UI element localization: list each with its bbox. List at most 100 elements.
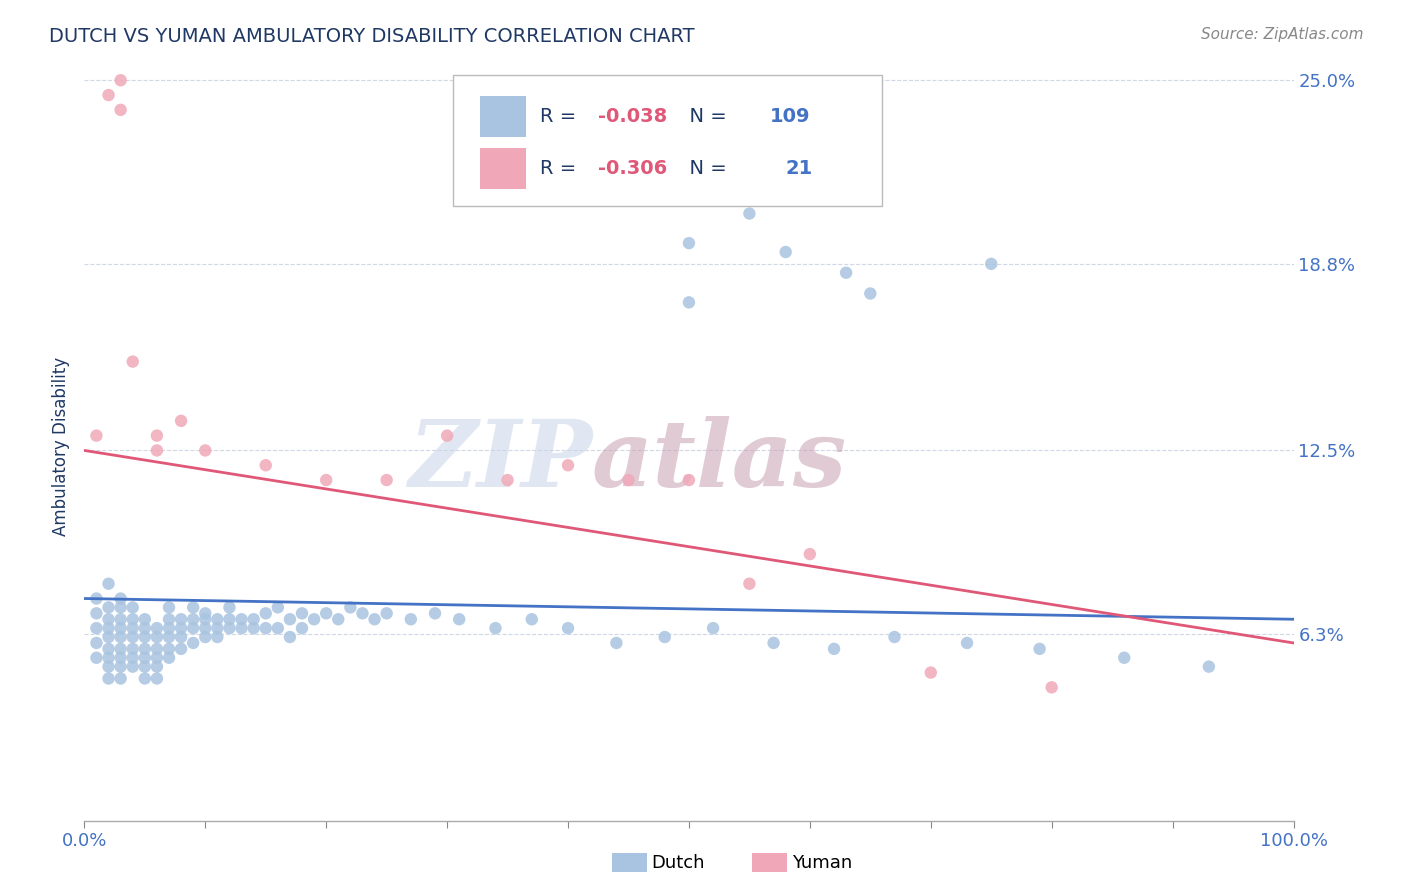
Point xyxy=(146,641,169,656)
Point xyxy=(181,636,204,650)
Point xyxy=(557,621,579,635)
Point xyxy=(194,607,217,621)
Point xyxy=(254,621,277,635)
Text: Source: ZipAtlas.com: Source: ZipAtlas.com xyxy=(1201,27,1364,42)
Text: atlas: atlas xyxy=(592,416,848,506)
Point xyxy=(1114,650,1136,665)
Point xyxy=(375,607,398,621)
Point xyxy=(157,641,180,656)
Point xyxy=(146,621,169,635)
Point xyxy=(110,659,132,673)
Point xyxy=(775,245,797,260)
Point xyxy=(97,659,120,673)
Text: 21: 21 xyxy=(786,160,813,178)
Point xyxy=(956,636,979,650)
Point xyxy=(97,650,120,665)
Point xyxy=(110,103,132,117)
Point xyxy=(97,621,120,635)
Point xyxy=(242,612,264,626)
Point xyxy=(110,650,132,665)
Point xyxy=(134,659,156,673)
Point xyxy=(363,612,385,626)
Text: ZIP: ZIP xyxy=(408,416,592,506)
Point xyxy=(170,641,193,656)
Point xyxy=(278,630,301,644)
Point xyxy=(399,612,422,626)
Point xyxy=(291,607,314,621)
Point xyxy=(181,600,204,615)
Point xyxy=(859,286,882,301)
Point xyxy=(121,641,143,656)
Point xyxy=(1198,659,1220,673)
Point xyxy=(86,621,108,635)
Point xyxy=(134,672,156,686)
Point xyxy=(110,73,132,87)
Point xyxy=(194,612,217,626)
Point xyxy=(231,612,253,626)
Text: R =: R = xyxy=(540,160,582,178)
Point xyxy=(157,650,180,665)
Point xyxy=(291,621,314,635)
Point xyxy=(920,665,942,680)
Text: -0.038: -0.038 xyxy=(599,107,668,126)
Point xyxy=(678,473,700,487)
Point xyxy=(121,354,143,368)
Point xyxy=(121,612,143,626)
Point xyxy=(97,630,120,644)
Point xyxy=(86,650,108,665)
Point xyxy=(207,612,229,626)
Point xyxy=(170,612,193,626)
Point xyxy=(134,630,156,644)
Point xyxy=(520,612,543,626)
Point xyxy=(352,607,374,621)
Point xyxy=(157,621,180,635)
Text: Dutch: Dutch xyxy=(651,854,704,871)
Point xyxy=(799,547,821,561)
Text: N =: N = xyxy=(676,160,733,178)
Point xyxy=(97,576,120,591)
Point xyxy=(218,621,240,635)
Point xyxy=(617,473,640,487)
Point xyxy=(86,607,108,621)
Point xyxy=(86,591,108,606)
Point xyxy=(218,600,240,615)
Point xyxy=(121,659,143,673)
Point xyxy=(110,641,132,656)
Point xyxy=(1028,641,1050,656)
Point xyxy=(702,621,724,635)
Point xyxy=(170,621,193,635)
Text: DUTCH VS YUMAN AMBULATORY DISABILITY CORRELATION CHART: DUTCH VS YUMAN AMBULATORY DISABILITY COR… xyxy=(49,27,695,45)
Point xyxy=(231,621,253,635)
Point xyxy=(97,641,120,656)
Point xyxy=(738,576,761,591)
Point xyxy=(267,621,290,635)
Point xyxy=(496,473,519,487)
Point xyxy=(86,636,108,650)
Point xyxy=(110,672,132,686)
Point xyxy=(121,650,143,665)
Point xyxy=(146,672,169,686)
Point xyxy=(97,672,120,686)
Point xyxy=(97,600,120,615)
FancyBboxPatch shape xyxy=(453,75,883,206)
Point xyxy=(121,630,143,644)
Point xyxy=(218,612,240,626)
Point xyxy=(654,630,676,644)
Point xyxy=(121,600,143,615)
Point xyxy=(146,443,169,458)
Point xyxy=(1040,681,1063,695)
Point xyxy=(170,414,193,428)
Point xyxy=(110,591,132,606)
Text: N =: N = xyxy=(676,107,733,126)
Point xyxy=(339,600,361,615)
Point xyxy=(605,636,627,650)
Bar xyxy=(479,95,526,137)
Point xyxy=(302,612,325,626)
Point xyxy=(254,458,277,473)
Point xyxy=(738,206,761,220)
Point xyxy=(181,612,204,626)
Point xyxy=(883,630,905,644)
Point xyxy=(375,473,398,487)
Point xyxy=(110,600,132,615)
Point xyxy=(328,612,350,626)
